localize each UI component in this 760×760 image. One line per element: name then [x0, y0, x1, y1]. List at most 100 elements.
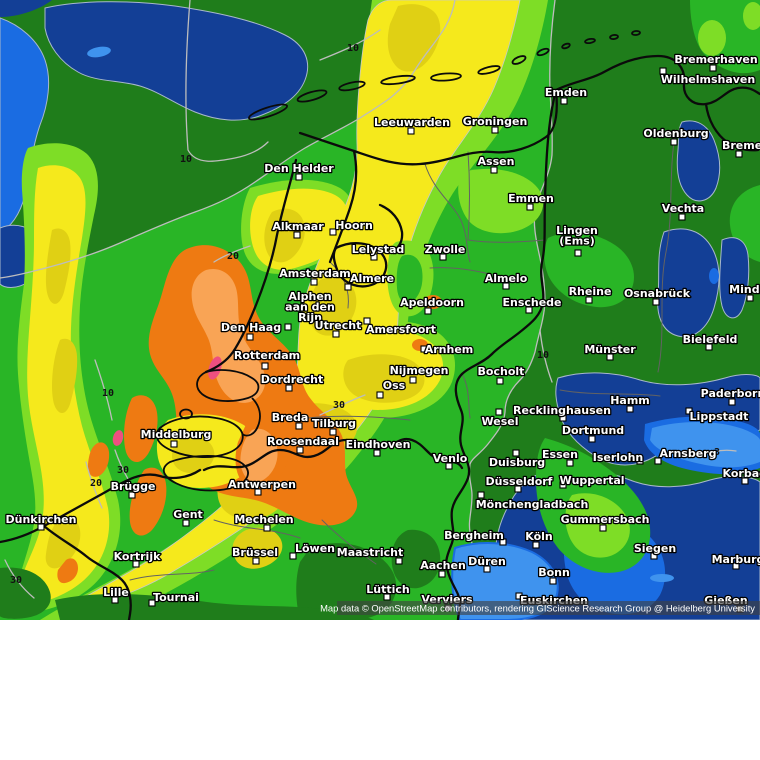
city: Rheine	[567, 284, 613, 304]
city-marker	[332, 330, 340, 338]
city-label: Den Helder	[264, 162, 334, 175]
city: Enschede	[501, 295, 563, 314]
contour-value-label: 20	[227, 251, 239, 262]
city-marker	[526, 203, 534, 211]
city: Recklinghausen	[512, 403, 612, 422]
city-label: Kortrijk	[114, 550, 162, 563]
city-label: Rheine	[569, 285, 612, 298]
city-marker	[295, 173, 303, 181]
city-marker	[559, 481, 567, 489]
city: Brügge	[109, 479, 157, 499]
city-marker	[585, 296, 593, 304]
city-marker	[363, 317, 371, 325]
city-label: Mönchengladbach	[476, 498, 589, 511]
city: Bremerhaven	[673, 52, 759, 72]
city: Wuppertal	[558, 473, 626, 489]
city-marker	[445, 462, 453, 470]
city-marker	[483, 565, 491, 573]
city-marker	[407, 127, 415, 135]
city-label: Brügge	[111, 480, 156, 493]
city-label: Almere	[350, 272, 394, 285]
city-label: Eindhoven	[346, 438, 411, 451]
city-label: Middelburg	[141, 428, 212, 441]
contour-value-label: 10	[102, 388, 114, 399]
city-marker	[599, 524, 607, 532]
contour-value-label: 3	[714, 447, 720, 458]
city-marker	[132, 560, 140, 568]
contour-labels: 10 10 20 30 10 30 20 30 10 3	[10, 43, 720, 586]
city-label: Wesel	[482, 415, 519, 428]
contour-value-label: 10	[347, 43, 359, 54]
city-marker	[659, 67, 667, 75]
city-marker	[310, 278, 318, 286]
city-marker	[705, 343, 713, 351]
city: Brüssel	[231, 545, 279, 565]
city-marker	[438, 570, 446, 578]
city: Minden	[728, 282, 760, 302]
city-label: Arnsberg	[660, 447, 717, 460]
city: Gummersbach	[559, 512, 651, 532]
city-marker	[652, 298, 660, 306]
city: Nijmegen	[388, 363, 450, 384]
city-label: Lüttich	[366, 583, 409, 596]
city: Dordrecht	[259, 372, 325, 392]
city-marker	[293, 231, 301, 239]
city-marker	[296, 446, 304, 454]
city-marker	[709, 64, 717, 72]
city-marker	[491, 126, 499, 134]
city: Marburg	[710, 552, 760, 570]
map-attribution: Map data © OpenStreetMap contributors, r…	[320, 603, 755, 614]
city-label: Emmen	[508, 192, 554, 205]
attribution-bar	[337, 601, 760, 615]
city-marker	[741, 477, 749, 485]
city: Bremen	[721, 138, 760, 158]
city-marker	[254, 488, 262, 496]
info-panel: Niederschlagssumme, 24std (mm) Prognose …	[0, 620, 760, 760]
city: Almere	[344, 271, 395, 291]
city-labels: Den Helder Leeuwarden Groningen Assen Emmen A…	[4, 52, 760, 613]
city-label: Wuppertal	[559, 474, 624, 487]
city-marker	[559, 414, 567, 422]
city: Breda	[270, 410, 310, 430]
city: Bielefeld	[681, 332, 739, 351]
city-marker	[439, 253, 447, 261]
city-marker	[566, 459, 574, 467]
city-label: Osnabrück	[624, 287, 691, 300]
city-label: Lippstadt	[690, 410, 749, 423]
city-marker	[514, 485, 522, 493]
contour-value-label: 30	[10, 575, 22, 586]
city-marker	[650, 552, 658, 560]
city-label: Venlo	[433, 452, 468, 465]
city: Emden	[544, 85, 588, 105]
city-label: Paderborn	[701, 387, 760, 400]
city-marker	[37, 523, 45, 531]
city: Lelystad	[350, 242, 406, 261]
city-label: Bielefeld	[683, 333, 738, 346]
city-label: Aachen	[420, 559, 466, 572]
city-marker	[285, 384, 293, 392]
city: Lüttich	[365, 582, 411, 601]
city-marker	[329, 228, 337, 236]
contour-value-label: 10	[537, 350, 549, 361]
city-label: Gent	[173, 508, 203, 521]
city-label: Siegen	[634, 542, 676, 555]
city-marker	[289, 552, 297, 560]
city: Hoorn	[329, 218, 374, 236]
city: Siegen	[633, 541, 677, 560]
city-marker	[636, 457, 644, 465]
city-label: Arnhem	[425, 343, 474, 356]
city-label: Leeuwarden	[374, 116, 450, 129]
city-marker	[685, 407, 693, 415]
city-label: Antwerpen	[228, 478, 296, 491]
city-marker	[409, 376, 417, 384]
city-label: Amsterdam	[279, 267, 350, 280]
city-marker	[495, 408, 503, 416]
city-label: Bocholt	[478, 365, 525, 378]
city-label: Tournai	[153, 591, 199, 604]
city-label: Korbach	[723, 467, 760, 480]
city-marker	[477, 491, 485, 499]
city-label: Münster	[584, 343, 636, 356]
city: Utrecht	[313, 318, 363, 338]
city-marker	[370, 253, 378, 261]
city-label: Bonn	[538, 566, 570, 579]
